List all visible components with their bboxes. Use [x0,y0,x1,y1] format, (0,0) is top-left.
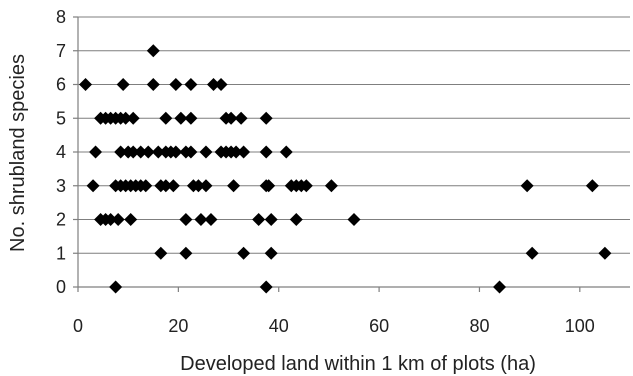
data-point [116,78,130,91]
data-point [204,213,218,226]
y-tick-label: 7 [56,41,66,61]
data-point [299,179,313,193]
data-point [259,111,273,125]
y-tick-label: 1 [56,243,66,263]
y-tick-label: 8 [56,7,66,27]
data-point [126,111,140,125]
data-point [134,145,148,159]
x-tick-label: 0 [73,316,83,336]
data-point [237,246,251,260]
data-point [104,213,118,226]
y-tick-labels: 0 1 2 3 4 5 6 7 8 [56,7,66,297]
data-point [109,280,123,294]
data-point [146,44,160,58]
data-point [227,179,241,193]
data-point [124,213,138,226]
data-point [324,179,338,193]
data-point [262,179,276,193]
data-point [259,145,273,159]
axes [73,16,630,292]
data-point [598,246,612,260]
data-point [169,145,183,159]
data-point [86,179,100,193]
y-tick-label: 6 [56,75,66,95]
data-point [184,78,198,91]
y-tick-label: 3 [56,176,66,196]
data-point [159,179,173,193]
y-tick-label: 2 [56,210,66,230]
data-point [289,213,303,226]
data-point [151,145,165,159]
y-axis-title: No. shrubland species [7,54,29,252]
data-point [184,145,198,159]
data-point [214,78,228,91]
data-point [493,280,507,294]
data-point [199,179,213,193]
data-point [224,111,238,125]
x-tick-labels: 0 20 40 60 80 100 [73,316,595,336]
x-tick-label: 40 [269,316,289,336]
data-point [347,213,361,226]
data-point [520,179,534,193]
data-point [194,213,208,226]
data-point [184,111,198,125]
data-point [279,145,293,159]
data-point [234,111,248,125]
data-point [111,213,125,226]
x-tick-label: 20 [168,316,188,336]
y-tick-label: 4 [56,142,66,162]
data-point [114,145,128,159]
data-point [237,145,251,159]
data-point [525,246,539,260]
x-axis-title: Developed land within 1 km of plots (ha) [180,353,536,375]
data-point [89,145,103,159]
data-point [141,145,155,159]
data-point [199,145,213,159]
data-point [139,179,153,193]
y-tick-label: 0 [56,277,66,297]
data-point [252,213,266,226]
data-point [229,145,243,159]
data-points [79,44,612,294]
x-tick-label: 80 [469,316,489,336]
data-point [179,246,193,260]
data-point [174,111,188,125]
data-point [119,111,133,125]
x-tick-label: 60 [369,316,389,336]
data-point [159,111,173,125]
data-point [179,213,193,226]
data-point [264,213,278,226]
data-point [264,246,278,260]
x-tick-label: 100 [565,316,595,336]
data-point [206,78,220,91]
data-point [585,179,599,193]
data-point [79,78,93,91]
y-tick-label: 5 [56,108,66,128]
data-point [169,78,183,91]
data-point [191,179,205,193]
data-point [166,179,180,193]
data-point [146,78,160,91]
data-point [126,145,140,159]
data-point [259,280,273,294]
data-point [154,246,168,260]
